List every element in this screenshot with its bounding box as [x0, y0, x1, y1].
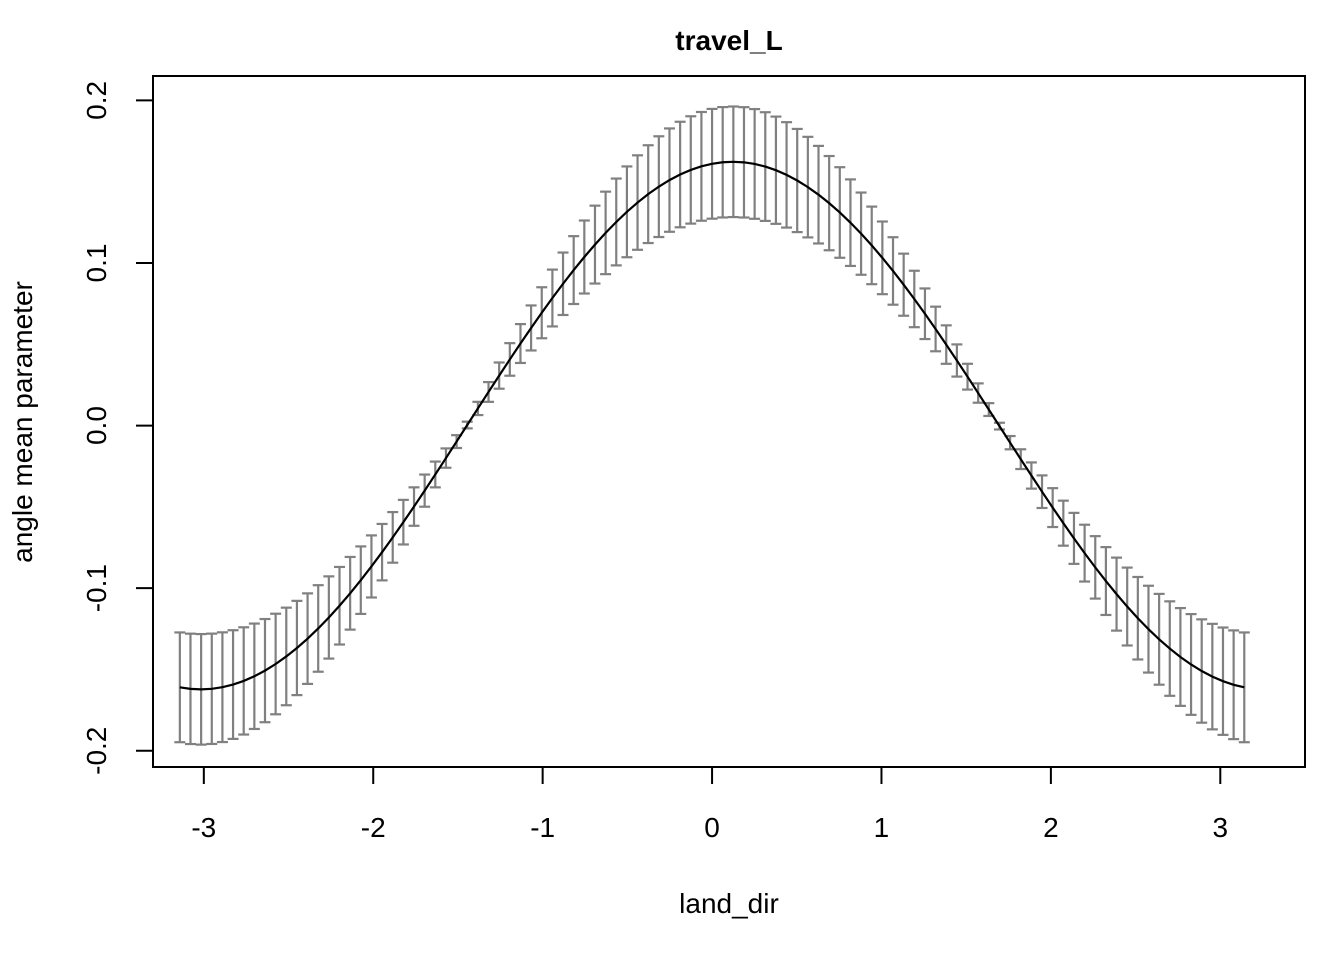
chart-title: travel_L: [675, 25, 782, 56]
error-bars: [174, 105, 1250, 746]
y-tick-label: -0.1: [81, 564, 112, 612]
y-axis-label: angle mean parameter: [7, 281, 38, 563]
x-tick-label: 3: [1213, 812, 1229, 843]
y-tick-label: 0.0: [81, 406, 112, 445]
plot-frame: [152, 75, 1306, 768]
y-tick-label: 0.1: [81, 244, 112, 283]
x-tick-label: -2: [361, 812, 386, 843]
x-tick-label: -3: [191, 812, 216, 843]
estimate-line: [179, 160, 1245, 691]
error-bar: [1238, 631, 1250, 744]
y-tick-label: -0.2: [81, 727, 112, 775]
x-axis: -3 -2 -1 0 1 2 3: [191, 766, 1229, 843]
x-tick-label: -1: [530, 812, 555, 843]
y-tick-label: 0.2: [81, 81, 112, 120]
x-tick-label: 2: [1043, 812, 1059, 843]
x-tick-label: 0: [704, 812, 720, 843]
y-axis: -0.2 -0.1 0.0 0.1 0.2: [81, 81, 154, 775]
error-bar: [174, 631, 186, 744]
x-tick-label: 1: [874, 812, 890, 843]
x-axis-label: land_dir: [679, 888, 779, 919]
